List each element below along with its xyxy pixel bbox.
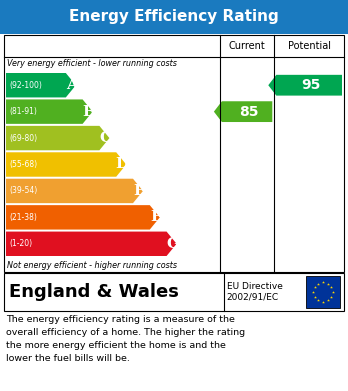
Polygon shape	[6, 99, 93, 124]
Text: (1-20): (1-20)	[9, 239, 32, 248]
Polygon shape	[268, 75, 342, 95]
Text: D: D	[116, 158, 129, 172]
Text: The energy efficiency rating is a measure of the
overall efficiency of a home. T: The energy efficiency rating is a measur…	[6, 315, 245, 362]
Text: 95: 95	[301, 78, 321, 92]
Polygon shape	[6, 205, 160, 230]
Polygon shape	[6, 152, 126, 177]
Text: (92-100): (92-100)	[9, 81, 42, 90]
Polygon shape	[214, 101, 272, 122]
Text: (55-68): (55-68)	[9, 160, 37, 169]
Bar	[306, 276, 340, 308]
Text: C: C	[99, 131, 111, 145]
Text: Very energy efficient - lower running costs: Very energy efficient - lower running co…	[7, 59, 177, 68]
Bar	[0, 0, 348, 34]
Text: Current: Current	[229, 41, 266, 51]
Bar	[4, 273, 344, 311]
Polygon shape	[6, 126, 109, 150]
Text: A: A	[66, 78, 78, 92]
Text: B: B	[82, 105, 95, 118]
Polygon shape	[6, 73, 76, 97]
Text: G: G	[166, 237, 179, 251]
Polygon shape	[6, 231, 176, 256]
Text: (81-91): (81-91)	[9, 107, 37, 116]
Text: Potential: Potential	[288, 41, 331, 51]
Text: England & Wales: England & Wales	[9, 283, 179, 301]
Text: (21-38): (21-38)	[9, 213, 37, 222]
Text: Not energy efficient - higher running costs: Not energy efficient - higher running co…	[7, 261, 177, 270]
Text: (39-54): (39-54)	[9, 187, 37, 196]
Text: EU Directive
2002/91/EC: EU Directive 2002/91/EC	[227, 282, 283, 302]
Text: E: E	[133, 184, 145, 198]
Text: 85: 85	[239, 105, 259, 118]
Text: F: F	[150, 210, 161, 224]
Text: (69-80): (69-80)	[9, 134, 37, 143]
Polygon shape	[6, 179, 143, 203]
Bar	[4, 35, 344, 272]
Text: Energy Efficiency Rating: Energy Efficiency Rating	[69, 9, 279, 25]
